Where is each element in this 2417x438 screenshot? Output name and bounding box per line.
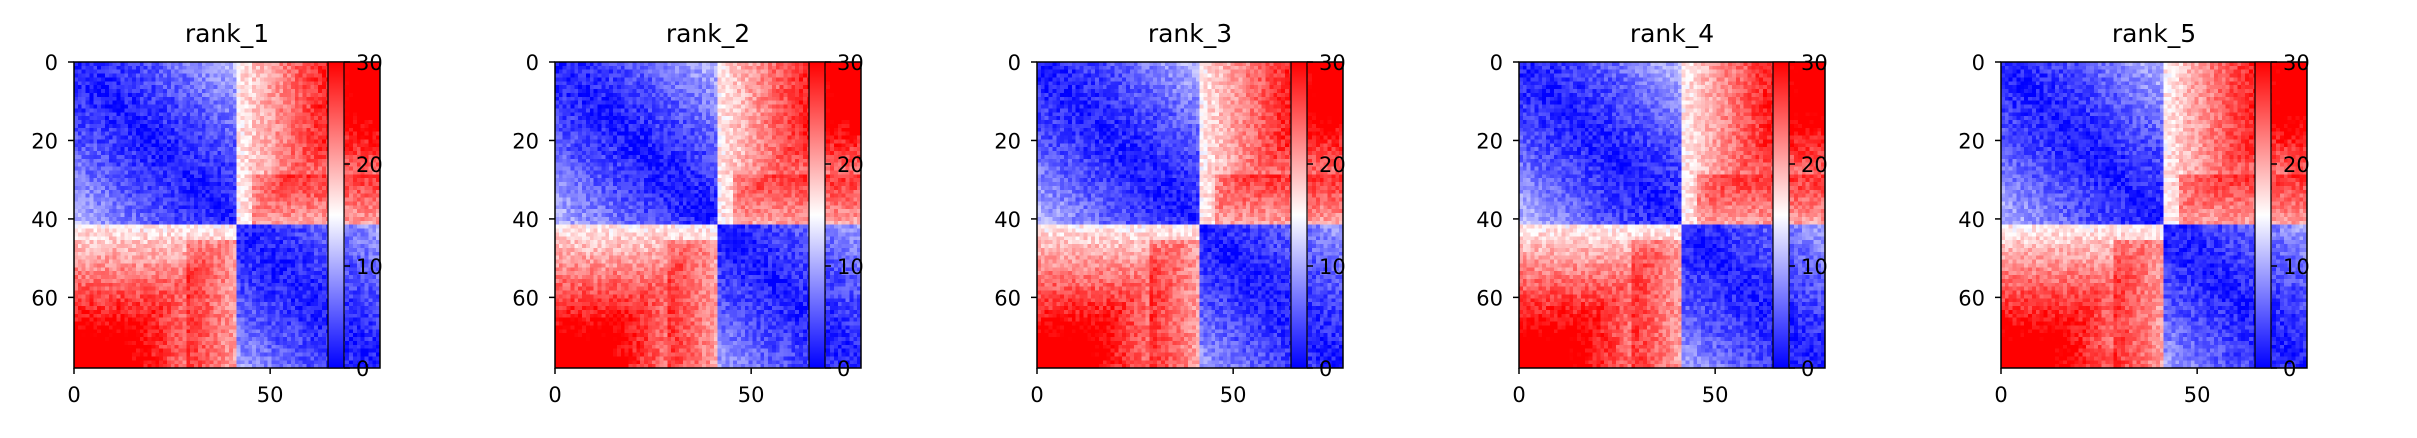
colorbar-tick-label: 20 xyxy=(356,153,383,177)
colorbar-tick-label: 30 xyxy=(2283,51,2310,75)
y-tick-label: 20 xyxy=(31,129,58,153)
heatmap-frame xyxy=(2000,61,2308,369)
chart-panel-3: rank_3 0 20 40 60 0 50 0 10 20 30 xyxy=(963,0,1446,438)
colorbar-tick-label: 30 xyxy=(356,51,383,75)
colorbar xyxy=(1290,61,1308,369)
heatmap-svg: rank_2 0 20 40 60 0 50 0 10 20 30 xyxy=(512,19,864,407)
heatmap-frame xyxy=(554,61,862,369)
chart-panel-1: rank_1 0 20 40 60 0 50 0 10 20 30 xyxy=(0,0,483,438)
chart-title: rank_1 xyxy=(185,19,269,48)
x-tick-label: 50 xyxy=(1702,383,1729,407)
y-tick-label: 40 xyxy=(1958,208,1985,232)
colorbar-tick-label: 10 xyxy=(1319,255,1346,279)
colorbar xyxy=(1772,61,1790,369)
heatmap-frame xyxy=(1036,61,1344,369)
heatmap-svg: rank_3 0 20 40 60 0 50 0 10 20 30 xyxy=(994,19,1346,407)
x-tick-label: 0 xyxy=(1994,383,2007,407)
colorbar xyxy=(808,61,826,369)
y-tick-label: 60 xyxy=(1958,286,1985,310)
colorbar-tick-label: 10 xyxy=(2283,255,2310,279)
y-tick-label: 0 xyxy=(1972,51,1985,75)
y-tick-label: 60 xyxy=(1476,286,1503,310)
colorbar-tick-label: 30 xyxy=(1319,51,1346,75)
colorbar-tick-label: 20 xyxy=(1801,153,1828,177)
y-tick-label: 20 xyxy=(512,129,539,153)
heatmap-svg: rank_4 0 20 40 60 0 50 0 10 20 30 xyxy=(1476,19,1828,407)
chart-title: rank_4 xyxy=(1630,19,1714,48)
x-tick-label: 50 xyxy=(738,383,765,407)
y-tick-label: 20 xyxy=(1958,129,1985,153)
y-tick-label: 20 xyxy=(994,129,1021,153)
colorbar-tick-label: 30 xyxy=(837,51,864,75)
x-tick-label: 0 xyxy=(548,383,561,407)
colorbar-tick-label: 10 xyxy=(356,255,383,279)
colorbar-tick-label: 0 xyxy=(2283,357,2296,381)
colorbar-tick-label: 0 xyxy=(1801,357,1814,381)
heatmap-frame xyxy=(1518,61,1826,369)
x-tick-label: 50 xyxy=(1220,383,1247,407)
x-tick-label: 50 xyxy=(2184,383,2211,407)
colorbar-tick-label: 20 xyxy=(2283,153,2310,177)
chart-title: rank_5 xyxy=(2112,19,2196,48)
y-tick-label: 40 xyxy=(994,208,1021,232)
x-tick-label: 0 xyxy=(1512,383,1525,407)
y-tick-label: 60 xyxy=(512,286,539,310)
colorbar-tick-label: 30 xyxy=(1801,51,1828,75)
colorbar-tick-label: 10 xyxy=(837,255,864,279)
y-tick-label: 40 xyxy=(512,208,539,232)
chart-panel-2: rank_2 0 20 40 60 0 50 0 10 20 30 xyxy=(481,0,964,438)
heatmap-svg: rank_5 0 20 40 60 0 50 0 10 20 30 xyxy=(1958,19,2310,407)
chart-title: rank_2 xyxy=(666,19,750,48)
chart-panel-4: rank_4 0 20 40 60 0 50 0 10 20 30 xyxy=(1445,0,1928,438)
colorbar xyxy=(2254,61,2272,369)
y-tick-label: 40 xyxy=(31,208,58,232)
x-tick-label: 0 xyxy=(67,383,80,407)
y-tick-label: 60 xyxy=(31,286,58,310)
heatmap-svg: rank_1 0 20 40 60 0 50 0 10 20 30 xyxy=(31,19,383,407)
chart-title: rank_3 xyxy=(1148,19,1232,48)
y-tick-label: 20 xyxy=(1476,129,1503,153)
y-tick-label: 60 xyxy=(994,286,1021,310)
y-tick-label: 0 xyxy=(526,51,539,75)
colorbar-tick-label: 0 xyxy=(356,357,369,381)
colorbar-tick-label: 0 xyxy=(837,357,850,381)
y-tick-label: 0 xyxy=(45,51,58,75)
y-tick-label: 0 xyxy=(1490,51,1503,75)
x-tick-label: 50 xyxy=(257,383,284,407)
chart-panel-5: rank_5 0 20 40 60 0 50 0 10 20 30 xyxy=(1927,0,2410,438)
colorbar-tick-label: 10 xyxy=(1801,255,1828,279)
colorbar xyxy=(327,61,345,369)
colorbar-tick-label: 20 xyxy=(1319,153,1346,177)
y-tick-label: 0 xyxy=(1008,51,1021,75)
colorbar-tick-label: 20 xyxy=(837,153,864,177)
colorbar-tick-label: 0 xyxy=(1319,357,1332,381)
x-tick-label: 0 xyxy=(1030,383,1043,407)
y-tick-label: 40 xyxy=(1476,208,1503,232)
heatmap-frame xyxy=(73,61,381,369)
